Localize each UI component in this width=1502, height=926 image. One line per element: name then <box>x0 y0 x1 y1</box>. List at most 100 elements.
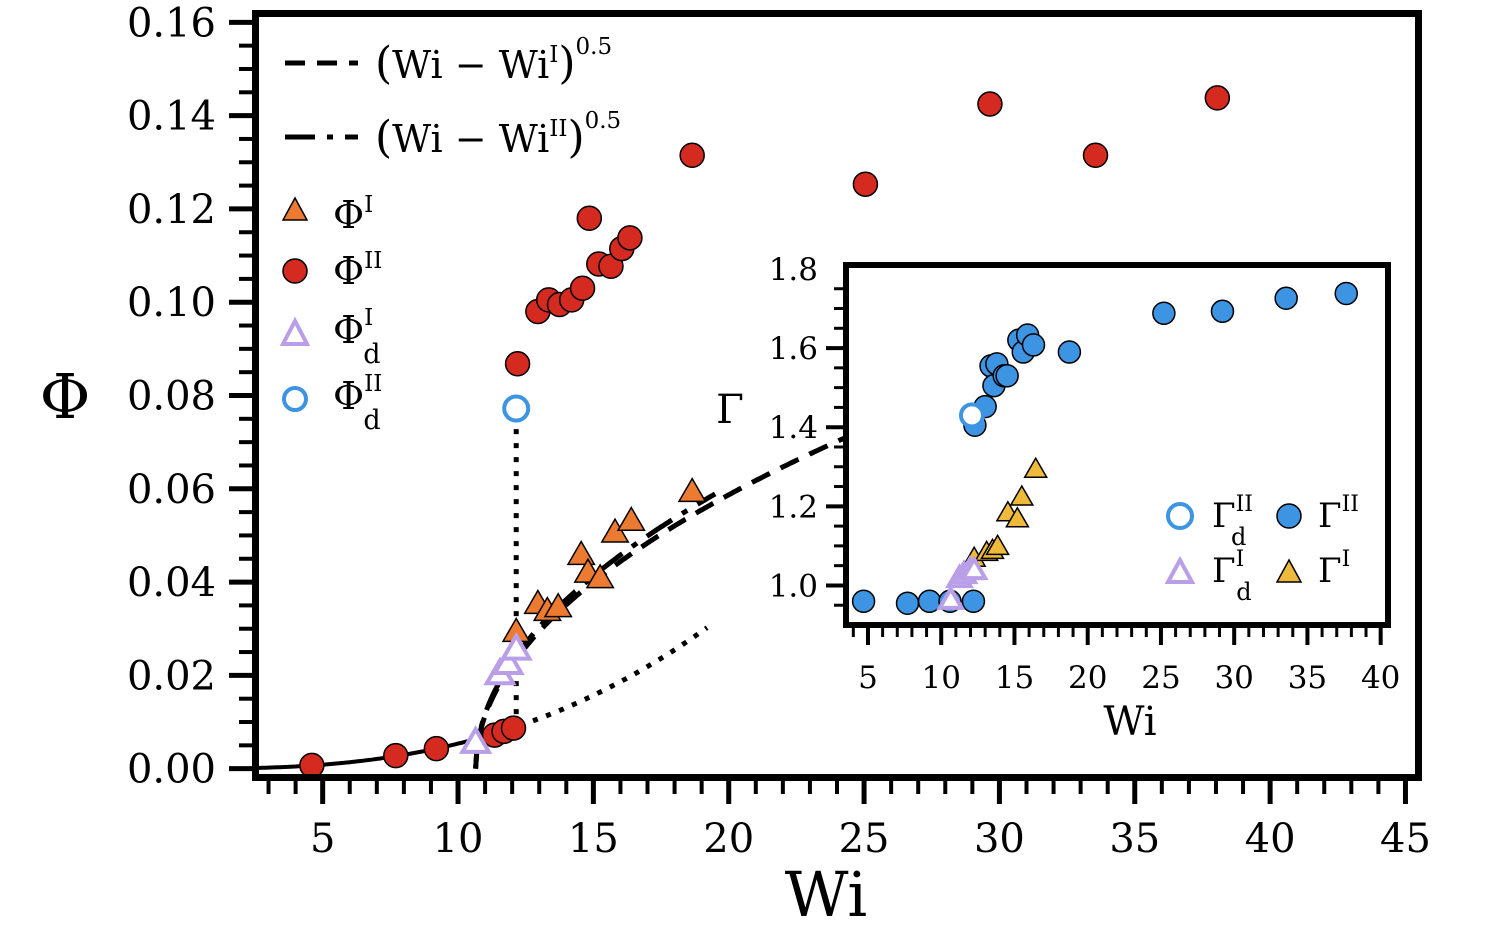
main--d-ii-point <box>502 394 531 423</box>
main--ii-point <box>383 742 409 769</box>
inset-legend: ΓII d ΓII ΓI d ΓI <box>1164 492 1359 606</box>
main-x-axis-title: Wi <box>785 858 867 926</box>
inset-plot-frame <box>843 262 1391 628</box>
inset-y-tick-label: 1.8 <box>769 252 818 288</box>
inset--ii-point <box>1274 286 1298 310</box>
main-plot-frame <box>252 10 1422 781</box>
inset--ii-point <box>895 591 920 615</box>
main-x-tick-label: 35 <box>1109 816 1160 862</box>
main-x-tick-label: 5 <box>310 816 335 862</box>
main--d-i-point <box>491 646 525 676</box>
inset--d-i-point <box>959 555 989 581</box>
main--d-i-point <box>458 725 493 754</box>
main--ii-point <box>504 351 531 377</box>
main-x-tick-label: 45 <box>1380 816 1431 862</box>
legend-phi-d-II-label: ΦII d <box>333 371 382 436</box>
main-data-points <box>299 85 1231 779</box>
main-x-tick-label: 25 <box>839 816 890 862</box>
main--ii-point <box>569 275 596 301</box>
legend-gamma-II-label: ΓII <box>1318 492 1359 536</box>
inset-background <box>846 265 1388 625</box>
legend-fit-dashed-label: (Wi − WiI)0.5 <box>375 34 612 89</box>
main-x-tick-label: 15 <box>568 816 619 862</box>
inset--ii-point <box>961 589 986 614</box>
legend-phi-II-marker <box>282 258 308 284</box>
main--d-i-point <box>499 631 533 661</box>
inset--ii-point <box>995 364 1019 388</box>
inset-axes: 5 10 15 20 25 30 35 40 1.0 1.2 1.4 1.6 1.8 <box>769 252 1401 696</box>
inset-y-tick-label: 1.2 <box>769 489 818 525</box>
main-axes: 5 10 15 20 25 30 35 40 45 0.00 0.02 0.04 0.06 0.08 0.1… <box>127 0 1431 862</box>
inset--ii-point <box>1334 281 1359 306</box>
inset-y-tick-label: 1.4 <box>769 410 818 446</box>
main-x-tick-label: 20 <box>703 816 754 862</box>
main--i-point <box>677 477 707 503</box>
main-y-tick-label: 0.16 <box>127 0 216 46</box>
main-y-tick-label: 0.08 <box>127 374 216 420</box>
main-x-tick-label: 30 <box>974 816 1025 862</box>
inset--i-point <box>985 533 1010 556</box>
inset-x-tick-label: 30 <box>1214 660 1253 696</box>
inset-x-tick-label: 35 <box>1288 660 1327 696</box>
main-base-curve <box>255 732 494 770</box>
main--i-point <box>543 592 573 618</box>
legend-gamma-d-I-marker <box>1164 555 1196 584</box>
inset--ii-point <box>1021 333 1046 357</box>
legend-phi-d-I-marker <box>279 316 311 346</box>
main-y-tick-label: 0.02 <box>127 653 216 699</box>
legend-phi-I-label: ΦI <box>333 192 373 237</box>
main--ii-point <box>1204 85 1231 111</box>
legend-phi-d-I-label: ΦI d <box>333 305 381 370</box>
inset--i-point <box>1009 484 1035 506</box>
legend-gamma-II-marker <box>1276 503 1302 529</box>
main--ii-point <box>299 752 325 779</box>
legend-phi-I-marker <box>281 196 309 221</box>
inset--d-ii-point <box>958 402 985 429</box>
inset-x-tick-label: 5 <box>858 660 878 696</box>
main--ii-point <box>500 715 527 741</box>
main-fit-dashed-curve <box>473 434 849 769</box>
inset-y-tick-label: 1.6 <box>769 331 818 367</box>
legend-gamma-d-I-label: ΓI d <box>1212 547 1252 606</box>
legend-gamma-I-label: ΓI <box>1318 547 1350 591</box>
inset--ii-point <box>851 589 876 614</box>
main-legend: (Wi − WiI)0.5 (Wi − WiII)0.5 ΦI ΦII ΦI d … <box>279 34 621 436</box>
main--ii-point <box>576 205 603 231</box>
legend-phi-d-II-marker <box>282 386 308 412</box>
inset-x-axis-title: Wi <box>1103 699 1156 745</box>
inset--ii-point <box>1057 340 1082 364</box>
main-y-tick-label: 0.14 <box>127 94 216 140</box>
legend-gamma-d-II-label: ΓII d <box>1212 492 1253 551</box>
main-dotted-continuation <box>492 625 709 737</box>
main--i-point <box>566 540 596 566</box>
inset-y-axis-title: Γ <box>716 387 744 433</box>
main-y-axis-title: Φ <box>40 360 91 433</box>
main-chart: 5 10 15 20 25 30 35 40 45 0.00 0.02 0.04 0.06 0.08 0.1… <box>40 0 1431 926</box>
main--ii-point <box>977 91 1003 117</box>
inset-data-points <box>851 281 1359 615</box>
main-y-tick-label: 0.04 <box>127 560 216 606</box>
inset--i-point <box>1005 506 1030 528</box>
main--i-point <box>585 563 615 589</box>
inset--ii-point <box>1152 301 1176 326</box>
main-y-tick-label: 0.00 <box>127 747 216 793</box>
inset-x-tick-label: 25 <box>1141 660 1180 696</box>
main-x-tick-label: 40 <box>1245 816 1296 862</box>
inset--i-point <box>1023 456 1049 479</box>
inset--d-i-point <box>936 584 966 610</box>
main--ii-point <box>679 142 705 169</box>
inset-x-tick-label: 40 <box>1361 660 1400 696</box>
inset-y-tick-label: 1.0 <box>769 568 818 604</box>
main--ii-point <box>852 171 879 197</box>
main--ii-point <box>617 225 643 251</box>
main-y-tick-label: 0.12 <box>127 187 216 233</box>
main--ii-point <box>1082 142 1109 169</box>
inset-x-tick-label: 15 <box>995 660 1034 696</box>
main--ii-point <box>423 735 450 762</box>
inset-chart: 5 10 15 20 25 30 35 40 1.0 1.2 1.4 1.6 1.8 Wi Γ ΓII d… <box>716 252 1400 745</box>
main-x-tick-label: 10 <box>433 816 484 862</box>
inset-x-tick-label: 10 <box>921 660 960 696</box>
inset-x-tick-label: 20 <box>1068 660 1107 696</box>
legend-fit-dashdot-label: (Wi − WiII)0.5 <box>375 108 621 163</box>
